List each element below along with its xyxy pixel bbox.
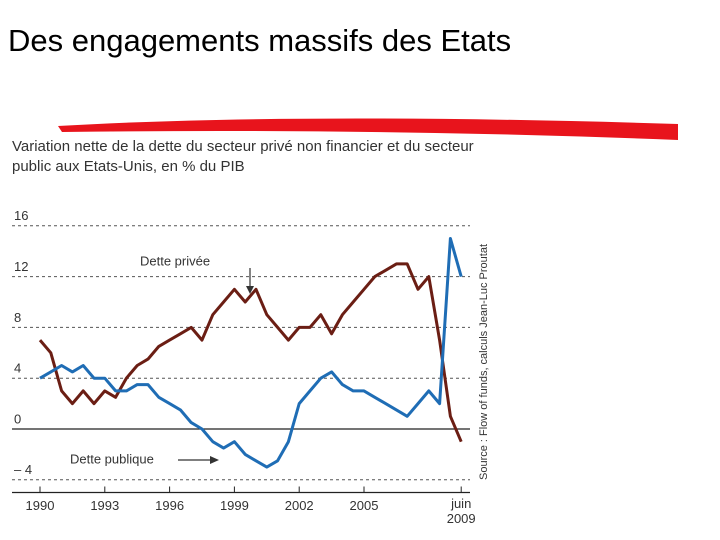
x-tick-label: 1993 bbox=[90, 498, 119, 513]
red-brush bbox=[58, 118, 678, 140]
y-tick-label: 0 bbox=[14, 411, 21, 426]
x-tick-label: 1996 bbox=[155, 498, 184, 513]
x-tick-label: juin 2009 bbox=[446, 495, 476, 526]
annotation: Dette publique bbox=[70, 451, 154, 466]
slide-title: Des engagements massifs des Etats bbox=[8, 23, 512, 58]
arrow-head bbox=[210, 456, 219, 464]
x-tick-label: 2005 bbox=[350, 498, 379, 513]
arrow-head bbox=[246, 286, 254, 294]
line-series bbox=[38, 262, 463, 443]
line-series bbox=[39, 237, 463, 469]
x-tick-label: 2002 bbox=[285, 498, 314, 513]
y-tick-label: – 4 bbox=[14, 462, 32, 477]
annotation: Dette privée bbox=[140, 253, 210, 268]
x-tick-label: 1990 bbox=[26, 498, 55, 513]
y-tick-label: 4 bbox=[14, 361, 21, 376]
y-tick-label: 16 bbox=[14, 208, 28, 223]
y-tick-label: 12 bbox=[14, 259, 28, 274]
source: Source : Flow of funds, calculs Jean-Luc… bbox=[478, 244, 490, 480]
y-tick-label: 8 bbox=[14, 310, 21, 325]
x-tick-label: 1999 bbox=[220, 498, 249, 513]
chart-title: Variation nette de la dette du secteur p… bbox=[12, 138, 474, 175]
